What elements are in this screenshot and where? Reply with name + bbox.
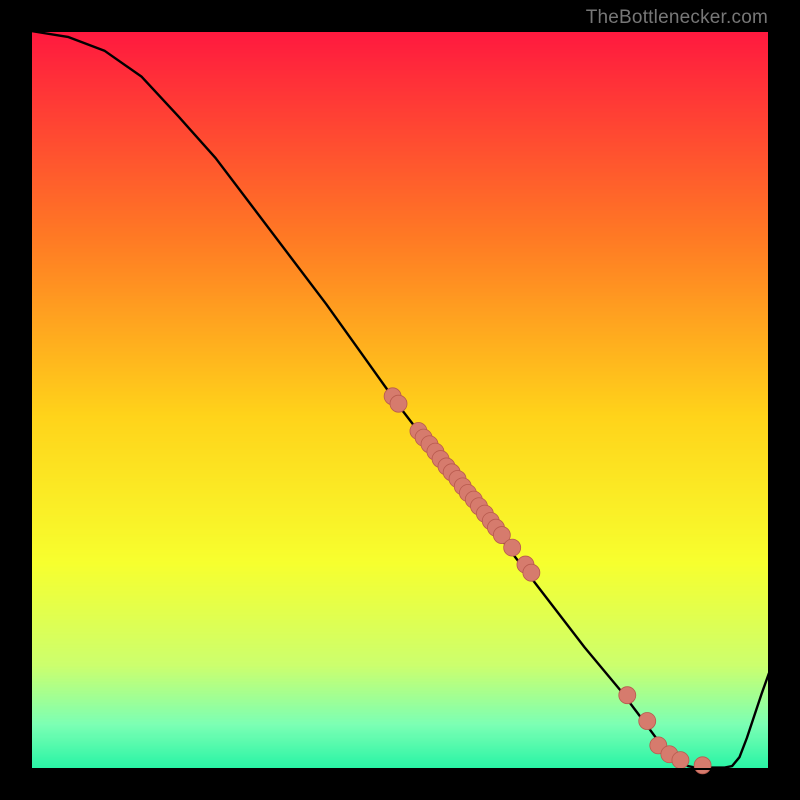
chart-background-gradient bbox=[0, 0, 800, 800]
chart-container: { "chart": { "type": "line", "canvas": {… bbox=[0, 0, 800, 800]
watermark-text: TheBottlenecker.com bbox=[586, 7, 768, 29]
